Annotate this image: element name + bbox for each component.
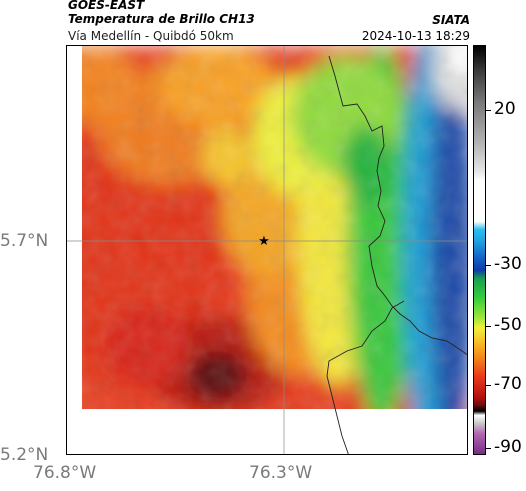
- colorbar-tick: [486, 385, 491, 386]
- border-line-east: [328, 55, 467, 356]
- lat-label-5-2: 5.2°N: [0, 445, 49, 465]
- colorbar-label-minus70: -70: [494, 374, 522, 394]
- satellite-title: GOES-EAST: [68, 0, 145, 12]
- colorbar-label-minus50: -50: [494, 315, 522, 335]
- datetime-label: 2024-10-13 18:29: [361, 29, 470, 43]
- agency-label: SIATA: [432, 13, 470, 27]
- colorbar: [473, 45, 486, 455]
- lat-label-5-7: 5.7°N: [0, 231, 49, 251]
- colorbar-label-minus30: -30: [494, 254, 522, 274]
- map-canvas: ★: [67, 46, 467, 454]
- colorbar-tick: [486, 326, 491, 327]
- colorbar-tick: [486, 265, 491, 266]
- lon-label-76-3: 76.3°W: [249, 463, 313, 483]
- colorbar-tick: [486, 448, 491, 449]
- brightness-temperature-map: ★: [66, 45, 468, 455]
- location-marker: ★: [258, 234, 270, 249]
- colorbar-tick: [486, 110, 491, 111]
- product-title: Temperatura de Brillo CH13: [68, 12, 255, 26]
- lon-label-76-8: 76.8°W: [33, 463, 97, 483]
- colorbar-label-20: 20: [494, 99, 516, 119]
- colorbar-label-minus90: -90: [494, 437, 522, 457]
- border-line-south: [326, 300, 405, 454]
- texture-overlay: [82, 46, 467, 409]
- route-subtitle: Vía Medellín - Quibdó 50km: [68, 29, 234, 43]
